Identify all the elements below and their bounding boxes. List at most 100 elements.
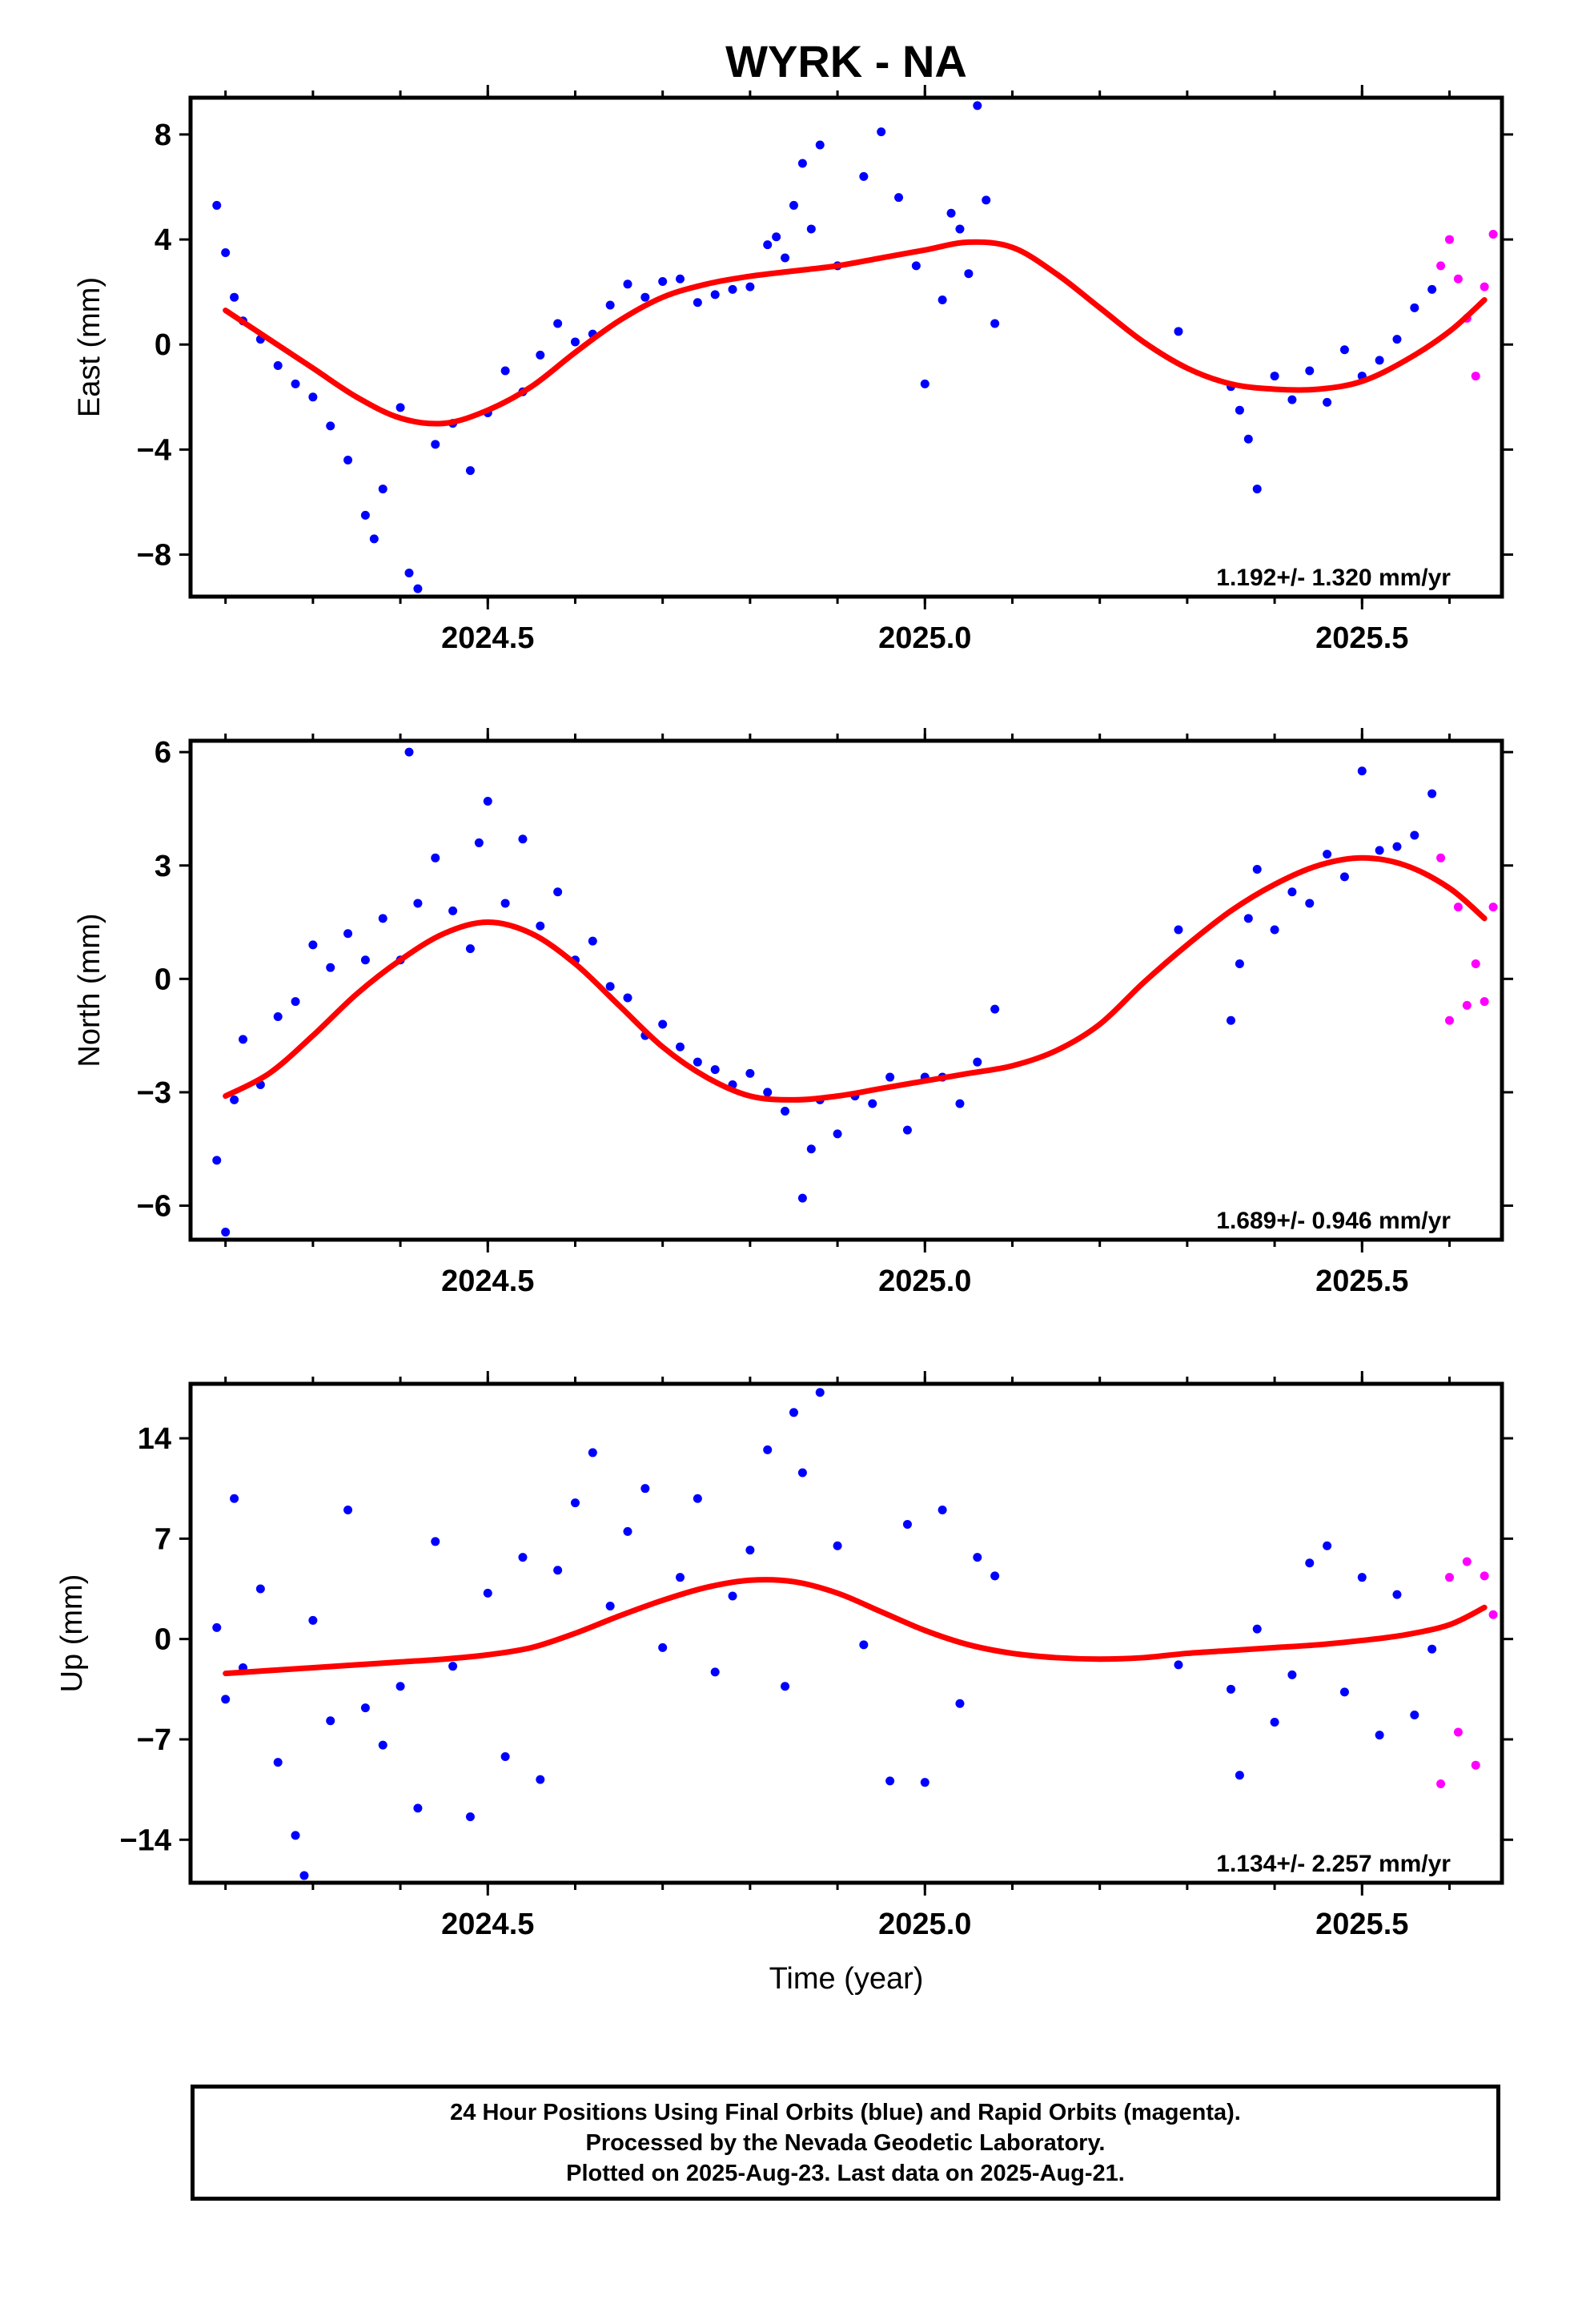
north-final-point bbox=[465, 944, 475, 954]
east-final-point bbox=[212, 200, 222, 210]
up-final-point bbox=[938, 1506, 947, 1515]
east-final-point bbox=[1339, 345, 1349, 355]
east-final-point bbox=[1410, 303, 1419, 312]
east-final-point bbox=[693, 298, 702, 308]
east-x-tick-label: 2025.0 bbox=[878, 621, 971, 655]
up-final-point bbox=[728, 1591, 737, 1601]
up-y-axis-label: Up (mm) bbox=[55, 1574, 89, 1693]
north-y-tick-label: −6 bbox=[137, 1190, 171, 1224]
up-y-axis: −14 −7 0 7 14 bbox=[120, 1422, 1513, 1857]
up-final-point bbox=[833, 1541, 842, 1550]
north-rapid-point bbox=[1471, 959, 1480, 968]
east-final-point bbox=[781, 253, 790, 263]
north-x-axis: 2024.5 2025.0 2025.5 bbox=[224, 728, 1451, 1298]
up-final-point bbox=[360, 1703, 370, 1713]
east-final-point bbox=[797, 159, 807, 168]
north-final-point bbox=[658, 1019, 668, 1029]
east-final-point bbox=[360, 510, 370, 520]
east-final-point bbox=[500, 366, 510, 376]
up-final-point bbox=[518, 1553, 528, 1562]
up-final-point bbox=[396, 1682, 405, 1691]
east-final-point bbox=[815, 140, 825, 150]
up-y-tick-label: 7 bbox=[155, 1522, 171, 1556]
caption-line-1: 24 Hour Positions Using Final Orbits (bl… bbox=[450, 2099, 1241, 2125]
east-rapid-point bbox=[1453, 274, 1463, 283]
north-fit-line bbox=[223, 854, 1488, 1103]
up-final-point bbox=[483, 1588, 492, 1598]
north-rate-label: 1.689+/- 0.946 mm/yr bbox=[1216, 1208, 1451, 1234]
east-y-tick-label: 0 bbox=[155, 328, 171, 362]
up-final-point bbox=[1235, 1771, 1244, 1780]
up-final-point bbox=[640, 1484, 650, 1494]
north-final-point bbox=[902, 1125, 912, 1135]
east-final-point bbox=[343, 455, 353, 464]
up-final-point bbox=[273, 1758, 283, 1767]
north-final-point bbox=[1357, 766, 1367, 776]
caption-box: 24 Hour Positions Using Final Orbits (bl… bbox=[191, 2085, 1500, 2201]
east-final-point bbox=[413, 584, 423, 593]
up-final-point bbox=[570, 1498, 580, 1508]
up-plot-frame bbox=[188, 1381, 1504, 1885]
up-final-point bbox=[1410, 1711, 1419, 1720]
north-final-point bbox=[1323, 850, 1332, 859]
up-rapid-point bbox=[1471, 1760, 1480, 1770]
north-panel: −6 −3 0 3 6 2024.5 2025.0 2025.5 North (mm) 1.… bbox=[73, 728, 1513, 1298]
east-final-point bbox=[710, 290, 720, 300]
east-final-point bbox=[1243, 434, 1253, 444]
north-final-point bbox=[1243, 914, 1253, 923]
east-y-axis-label: East (mm) bbox=[73, 277, 106, 417]
east-final-point bbox=[1392, 335, 1402, 344]
east-final-point bbox=[536, 350, 545, 360]
north-final-point bbox=[553, 887, 563, 897]
east-final-point bbox=[273, 360, 283, 370]
east-final-point bbox=[230, 292, 239, 302]
north-final-point bbox=[212, 1156, 222, 1165]
north-y-axis-label: North (mm) bbox=[73, 913, 106, 1067]
east-final-point bbox=[946, 208, 956, 218]
up-final-point bbox=[1226, 1684, 1235, 1694]
east-final-point bbox=[1375, 356, 1384, 365]
north-final-point bbox=[1174, 925, 1183, 935]
north-final-point bbox=[1226, 1015, 1235, 1025]
east-final-point bbox=[623, 279, 632, 289]
up-final-point bbox=[789, 1408, 798, 1417]
east-final-point bbox=[894, 193, 904, 203]
up-x-tick-label: 2025.5 bbox=[1315, 1908, 1408, 1941]
east-final-point bbox=[728, 284, 737, 294]
north-final-point bbox=[623, 993, 632, 1003]
north-final-point bbox=[239, 1035, 248, 1044]
east-rapid-point bbox=[1480, 282, 1489, 292]
north-final-point bbox=[710, 1065, 720, 1075]
east-final-point bbox=[658, 277, 668, 287]
up-final-point bbox=[1357, 1573, 1367, 1582]
up-marks bbox=[212, 1388, 1498, 1880]
up-y-tick-label: −7 bbox=[137, 1723, 171, 1757]
up-final-point bbox=[973, 1553, 982, 1562]
east-final-point bbox=[990, 319, 1000, 328]
north-final-point bbox=[990, 1004, 1000, 1014]
east-final-point bbox=[326, 421, 335, 431]
north-final-point bbox=[448, 906, 458, 915]
north-plot-frame bbox=[188, 738, 1504, 1242]
up-x-tick-label: 2024.5 bbox=[441, 1908, 534, 1941]
east-final-point bbox=[431, 440, 440, 449]
east-final-point bbox=[973, 101, 982, 111]
east-final-point bbox=[1235, 405, 1244, 415]
north-final-point bbox=[500, 899, 510, 908]
up-final-point bbox=[536, 1775, 545, 1784]
up-final-point bbox=[693, 1494, 702, 1503]
up-final-point bbox=[797, 1468, 807, 1478]
up-final-point bbox=[623, 1526, 632, 1536]
east-rapid-point bbox=[1471, 372, 1480, 381]
up-final-point bbox=[605, 1601, 615, 1610]
up-panel: −14 −7 0 7 14 2024.5 2025.0 2025.5 Up (mm) 1.1… bbox=[55, 1371, 1513, 1941]
east-final-point bbox=[553, 319, 563, 328]
east-final-point bbox=[1174, 327, 1183, 336]
up-final-point bbox=[299, 1871, 309, 1880]
north-final-point bbox=[291, 997, 300, 1007]
north-final-point bbox=[378, 914, 387, 923]
up-final-point bbox=[326, 1716, 335, 1726]
east-final-point bbox=[911, 261, 921, 271]
up-final-point bbox=[465, 1812, 475, 1822]
east-fit-line bbox=[223, 239, 1488, 427]
